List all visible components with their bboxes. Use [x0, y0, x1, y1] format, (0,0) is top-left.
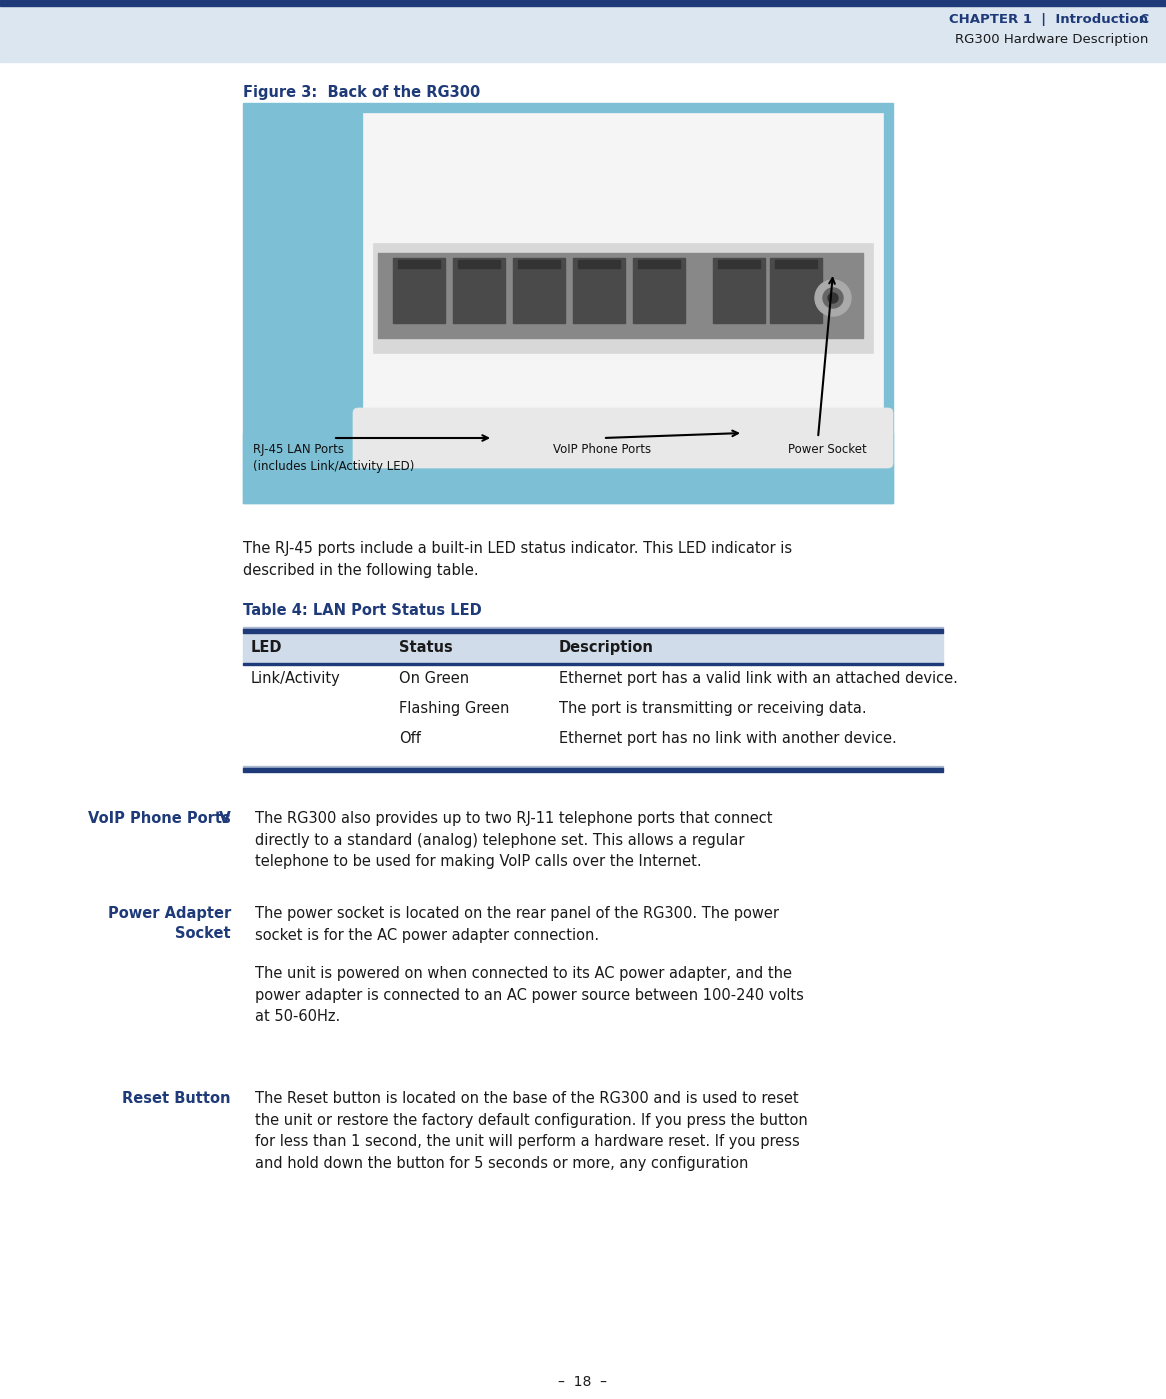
Bar	[518, 260, 560, 269]
Text: described in the following table.: described in the following table.	[243, 562, 478, 578]
Text: VoIP Phone Ports: VoIP Phone Ports	[553, 443, 651, 456]
Bar	[393, 257, 445, 323]
Text: RG300 Hardware Description: RG300 Hardware Description	[955, 34, 1149, 46]
Text: Figure 3:  Back of the RG300: Figure 3: Back of the RG300	[243, 85, 480, 99]
Text: On Green: On Green	[399, 672, 469, 686]
Bar	[578, 260, 620, 269]
Text: CHAPTER 1  |  Introduction: CHAPTER 1 | Introduction	[949, 13, 1149, 27]
Bar	[770, 257, 822, 323]
Text: Description: Description	[559, 639, 654, 655]
Text: RJ-45 LAN Ports
(includes Link/Activity LED): RJ-45 LAN Ports (includes Link/Activity …	[253, 443, 414, 473]
Text: The RJ-45 ports include a built-in LED status indicator. This LED indicator is: The RJ-45 ports include a built-in LED s…	[243, 541, 792, 555]
Bar	[243, 767, 943, 768]
Text: The port is transmitting or receiving data.: The port is transmitting or receiving da…	[559, 701, 866, 716]
Bar	[638, 260, 680, 269]
Text: Off: Off	[399, 732, 421, 746]
Bar	[243, 627, 943, 630]
Text: Power Socket: Power Socket	[788, 443, 866, 456]
Text: Ethernet port has no link with another device.: Ethernet port has no link with another d…	[559, 732, 897, 746]
Bar	[0, 0, 1166, 6]
Bar	[633, 257, 684, 323]
Text: Link/Activity: Link/Activity	[251, 672, 340, 686]
Text: LED: LED	[251, 639, 282, 655]
Bar	[373, 243, 873, 353]
Text: The unit is powered on when connected to its AC power adapter, and the
power ada: The unit is powered on when connected to…	[255, 965, 803, 1024]
Bar	[243, 768, 943, 772]
Bar	[454, 257, 505, 323]
Bar	[378, 253, 863, 339]
Text: Flashing Green: Flashing Green	[399, 701, 510, 716]
Text: The RG300 also provides up to two RJ-11 telephone ports that connect
directly to: The RG300 also provides up to two RJ-11 …	[255, 811, 773, 869]
Text: Table 4: LAN Port Status LED: Table 4: LAN Port Status LED	[243, 603, 482, 618]
Text: Status: Status	[399, 639, 452, 655]
Text: Socket: Socket	[175, 926, 231, 942]
Text: C: C	[1139, 13, 1149, 27]
Bar	[243, 632, 943, 663]
Text: The Reset button is located on the base of the RG300 and is used to reset
the un: The Reset button is located on the base …	[255, 1091, 808, 1171]
Text: Reset Button: Reset Button	[122, 1091, 231, 1107]
Bar	[243, 630, 943, 632]
Circle shape	[823, 288, 843, 308]
Bar	[718, 260, 760, 269]
Text: Ethernet port has a valid link with an attached device.: Ethernet port has a valid link with an a…	[559, 672, 958, 686]
Bar	[712, 257, 765, 323]
Bar	[243, 434, 893, 504]
Text: The power socket is located on the rear panel of the RG300. The power
socket is : The power socket is located on the rear …	[255, 907, 779, 943]
Circle shape	[828, 292, 838, 304]
Text: VoIP Phone Ports: VoIP Phone Ports	[89, 811, 231, 825]
Bar	[363, 113, 883, 413]
Bar	[243, 663, 943, 665]
Bar	[775, 260, 817, 269]
Bar	[513, 257, 566, 323]
Bar	[573, 257, 625, 323]
Bar	[0, 0, 1166, 62]
Circle shape	[815, 280, 851, 316]
Bar	[398, 260, 440, 269]
Bar	[458, 260, 500, 269]
Bar	[243, 104, 893, 504]
Text: –  18  –: – 18 –	[559, 1375, 607, 1389]
Text: V: V	[219, 811, 231, 825]
FancyBboxPatch shape	[353, 409, 893, 469]
Text: Power Adapter: Power Adapter	[107, 907, 231, 921]
